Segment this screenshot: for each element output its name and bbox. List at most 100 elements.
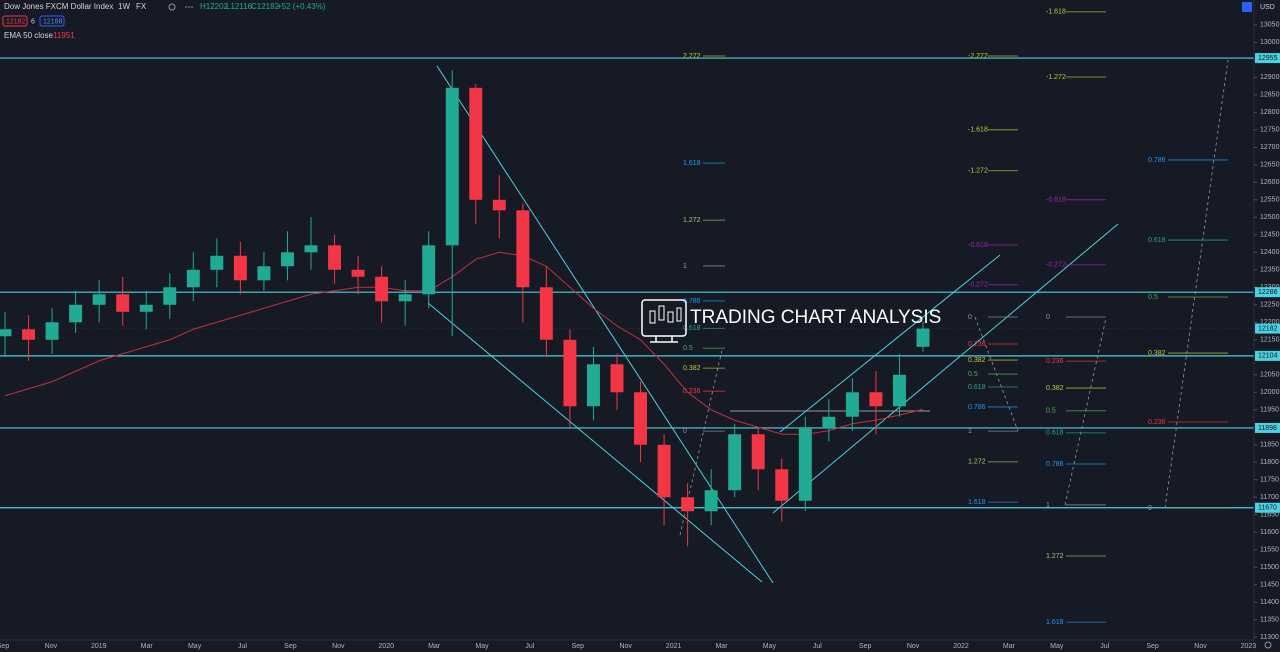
- level-price-box: [1255, 350, 1280, 361]
- fib-label: 1.618: [968, 499, 986, 506]
- watermark-icon: [667, 311, 674, 323]
- channel-line: [772, 223, 1119, 514]
- fib-label: 0.786: [1046, 461, 1064, 468]
- candle-body: [492, 199, 506, 211]
- candle-body: [0, 329, 12, 337]
- x-tick-label: Sep: [0, 643, 9, 650]
- candle-body: [257, 266, 271, 281]
- fib-label: -2.272: [968, 53, 988, 60]
- candles: [0, 70, 930, 547]
- y-tick-label: 11850: [1260, 442, 1279, 449]
- fib-label: 0.618: [1046, 430, 1064, 437]
- candle-body: [516, 210, 530, 288]
- x-tick-label: Jul: [1100, 643, 1109, 650]
- fib-label: -1.272: [968, 168, 988, 175]
- x-tick-label: May: [1050, 643, 1064, 650]
- candle-body: [610, 364, 624, 393]
- watermark-text: TRADING CHART ANALYSIS: [690, 307, 941, 328]
- x-tick-label: 2021: [666, 643, 682, 650]
- candle-body: [116, 294, 130, 312]
- fib-label: 0: [1148, 505, 1152, 512]
- x-tick-label: Mar: [141, 643, 154, 650]
- y-tick-label: 12400: [1260, 249, 1280, 256]
- settings-button[interactable]: [1242, 2, 1252, 12]
- x-tick-label: Nov: [619, 643, 632, 650]
- fib-label: -1.272: [1046, 74, 1066, 81]
- level-price-label: 12104: [1258, 353, 1278, 360]
- ema-layer: [4, 251, 924, 435]
- candle-body: [751, 434, 765, 470]
- level-price-label: 12955: [1258, 55, 1278, 62]
- fib-connector: [1064, 317, 1107, 506]
- x-tick-label: Mar: [715, 643, 728, 650]
- x-tick-label: May: [763, 643, 777, 650]
- fib-label: 0.618: [683, 325, 701, 332]
- x-tick-label: Mar: [1003, 643, 1016, 650]
- candle-body: [728, 434, 742, 491]
- watermark-icon: [649, 310, 656, 324]
- candle-body: [775, 469, 789, 501]
- fib-label: -0.272: [968, 282, 988, 289]
- ema-last: 11951: [53, 31, 75, 40]
- x-tick-label: 2023: [1241, 643, 1257, 650]
- candle-body: [422, 245, 436, 295]
- y-tick-label: 12350: [1260, 267, 1280, 274]
- candle-body: [45, 322, 59, 340]
- fib-levels: 2.272 1.618 1.272 1 0.786 0.618 0.5 0.382 0.236 0…: [683, 9, 1228, 626]
- x-tick-label: 2019: [91, 643, 107, 650]
- x-tick-label: Mar: [428, 643, 441, 650]
- y-tick-label: 11600: [1260, 529, 1279, 536]
- ask-value: 12188: [43, 18, 63, 25]
- candle-body: [916, 328, 930, 347]
- x-tick-label: Nov: [907, 643, 920, 650]
- bid-value: 12182: [6, 18, 26, 25]
- x-tick-label: Jul: [238, 643, 247, 650]
- candle-body: [186, 269, 200, 288]
- y-tick-label: 11350: [1260, 617, 1279, 624]
- level-price-label: 11898: [1258, 425, 1277, 432]
- x-tick-label: Jul: [525, 643, 534, 650]
- currency: USD: [1260, 4, 1275, 11]
- y-tick-label: 12700: [1260, 144, 1280, 151]
- candle-body: [445, 87, 459, 246]
- fib-label: 0.618: [1148, 237, 1166, 244]
- candle-body: [469, 87, 483, 200]
- y-tick-label: 13000: [1260, 39, 1280, 46]
- header-low: L12116: [226, 2, 253, 11]
- y-tick-label: 12500: [1260, 214, 1280, 221]
- y-tick-label: 11450: [1260, 582, 1279, 589]
- watermark-icon: [658, 305, 665, 321]
- menu-dot[interactable]: [191, 6, 193, 8]
- fib-label: 0.236: [968, 341, 986, 348]
- menu-dot[interactable]: [185, 6, 187, 8]
- fib-label: 0.236: [683, 388, 701, 395]
- fib-label: 0.5: [1046, 408, 1056, 415]
- header-close: C12182: [251, 2, 280, 11]
- fib-label: -1.618: [968, 127, 988, 134]
- y-tick-label: 12000: [1260, 389, 1280, 396]
- settings-icon[interactable]: [1264, 641, 1272, 649]
- y-tick-label: 12250: [1260, 302, 1280, 309]
- y-tick-label: 11300: [1260, 634, 1279, 641]
- candle-body: [139, 304, 153, 312]
- fib-label: -0.272: [1046, 262, 1066, 269]
- fib-label: 0: [1046, 314, 1050, 321]
- candle-body: [233, 255, 247, 281]
- fib-label: 0.382: [1148, 350, 1166, 357]
- candle-body: [92, 294, 106, 305]
- watermark: TRADING CHART ANALYSIS: [641, 299, 941, 343]
- fib-label: 0.5: [1148, 294, 1158, 301]
- channel-line: [779, 254, 1001, 433]
- menu-dot[interactable]: [188, 6, 190, 8]
- candle-body: [798, 427, 812, 501]
- candle-body: [304, 245, 318, 253]
- fib-label: -1.618: [1046, 9, 1066, 16]
- candle-body: [892, 374, 906, 407]
- y-tick-label: 12800: [1260, 109, 1280, 116]
- fib-label: 1: [683, 263, 687, 270]
- fib-label: -0.618: [1046, 197, 1066, 204]
- x-tick-label: 2020: [378, 643, 394, 650]
- eye-icon[interactable]: [168, 3, 176, 11]
- fib-label: 0: [683, 428, 687, 435]
- level-price-box: [1255, 287, 1280, 298]
